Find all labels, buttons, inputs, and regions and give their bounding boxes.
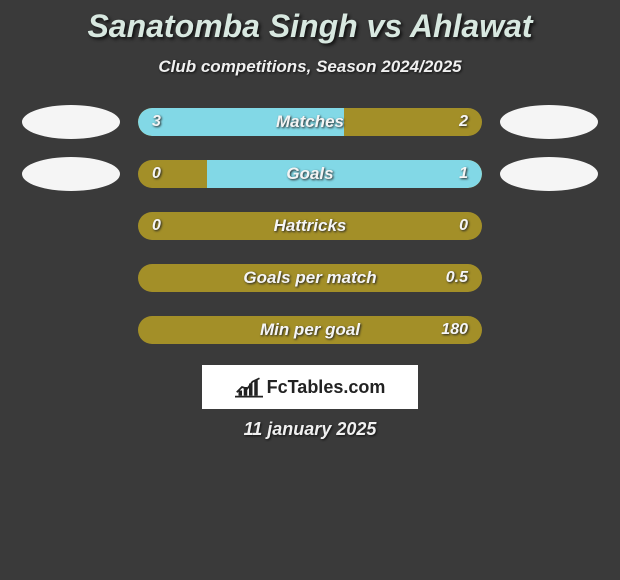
stat-value-right: 180 xyxy=(441,316,468,344)
page-title: Sanatomba Singh vs Ahlawat xyxy=(0,8,620,45)
stat-bar: Min per goal180 xyxy=(138,316,482,344)
avatar-placeholder xyxy=(500,313,598,347)
stats-area: 3Matches20Goals10Hattricks0Goals per mat… xyxy=(0,105,620,347)
stat-label: Min per goal xyxy=(138,316,482,344)
stat-bar: Goals per match0.5 xyxy=(138,264,482,292)
stat-value-right: 0 xyxy=(459,212,468,240)
stat-label: Goals xyxy=(138,160,482,188)
stat-row: 0Hattricks0 xyxy=(0,209,620,243)
stat-value-right: 2 xyxy=(459,108,468,136)
avatar-placeholder xyxy=(22,209,120,243)
stat-row: 0Goals1 xyxy=(0,157,620,191)
avatar-placeholder xyxy=(500,261,598,295)
stat-row: 3Matches2 xyxy=(0,105,620,139)
avatar-placeholder xyxy=(22,313,120,347)
stat-row: Goals per match0.5 xyxy=(0,261,620,295)
player-left-avatar xyxy=(22,157,120,191)
season-subtitle: Club competitions, Season 2024/2025 xyxy=(0,57,620,77)
footer-date: 11 january 2025 xyxy=(0,419,620,440)
stat-value-right: 1 xyxy=(459,160,468,188)
brand-logo: FcTables.com xyxy=(202,365,418,409)
chart-icon xyxy=(235,376,263,398)
player-right-avatar xyxy=(500,105,598,139)
avatar-placeholder xyxy=(22,261,120,295)
brand-text: FcTables.com xyxy=(267,377,386,398)
stat-bar: 3Matches2 xyxy=(138,108,482,136)
stat-bar: 0Goals1 xyxy=(138,160,482,188)
stat-label: Goals per match xyxy=(138,264,482,292)
stat-label: Matches xyxy=(138,108,482,136)
stat-row: Min per goal180 xyxy=(0,313,620,347)
stat-label: Hattricks xyxy=(138,212,482,240)
stat-value-right: 0.5 xyxy=(446,264,468,292)
player-right-avatar xyxy=(500,157,598,191)
stat-bar: 0Hattricks0 xyxy=(138,212,482,240)
avatar-placeholder xyxy=(500,209,598,243)
player-left-avatar xyxy=(22,105,120,139)
